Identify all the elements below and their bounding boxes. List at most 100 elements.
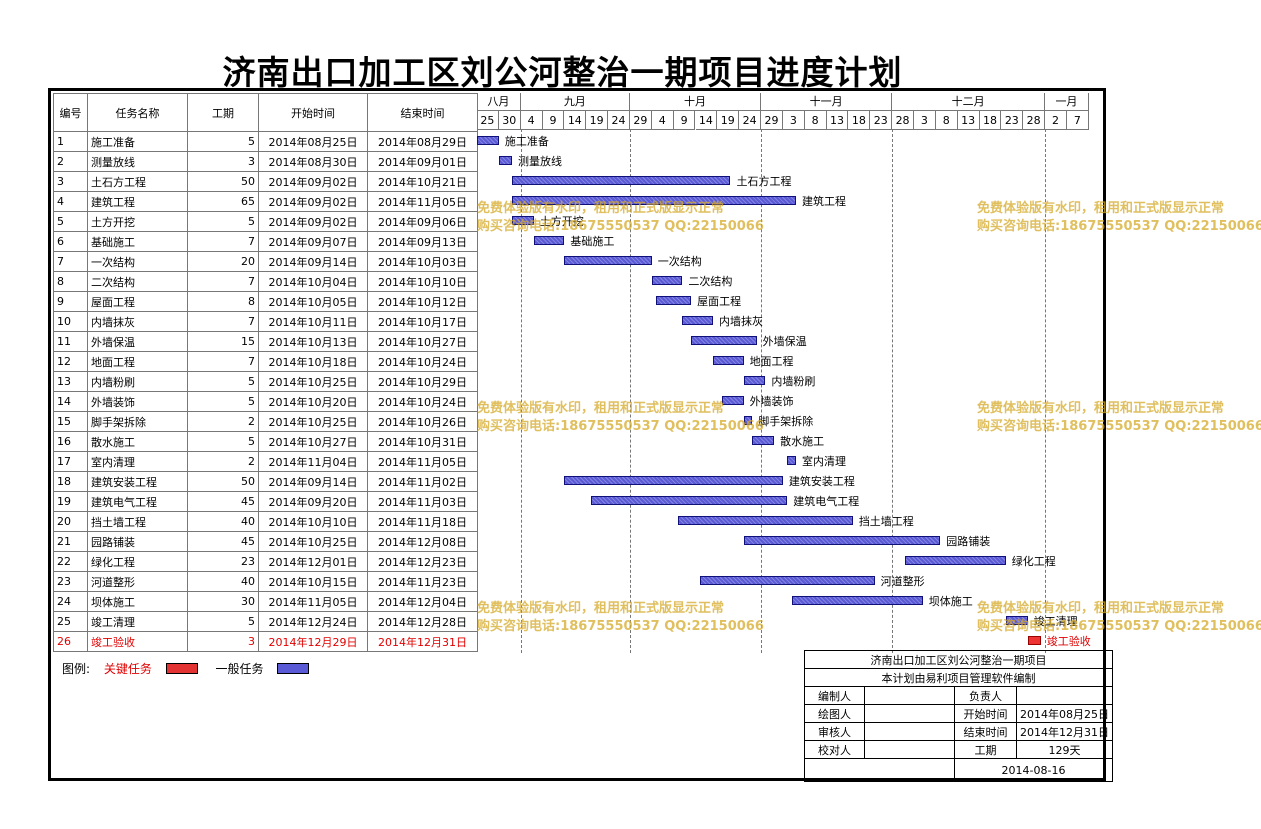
task-end: 2014年11月23日 xyxy=(367,571,478,592)
table-row: 14 外墙装饰 5 2014年10月20日 2014年10月24日 xyxy=(53,391,478,412)
task-id: 13 xyxy=(53,371,88,392)
table-row: 24 坝体施工 30 2014年11月05日 2014年12月04日 xyxy=(53,591,478,612)
info-note: 本计划由易利项目管理软件编制 xyxy=(804,668,1113,687)
table-row: 13 内墙粉刷 5 2014年10月25日 2014年10月29日 xyxy=(53,371,478,392)
legend-critical-label: 关键任务 xyxy=(103,662,152,676)
table-row: 9 屋面工程 8 2014年10月05日 2014年10月12日 xyxy=(53,291,478,312)
task-start: 2014年10月25日 xyxy=(258,371,368,392)
task-id: 11 xyxy=(53,331,88,352)
task-duration: 2 xyxy=(187,451,259,472)
task-id: 14 xyxy=(53,391,88,412)
task-id: 25 xyxy=(53,611,88,632)
task-end: 2014年12月04日 xyxy=(367,591,478,612)
task-name: 土方开挖 xyxy=(87,211,188,232)
legend: 图例: 关键任务 一般任务 xyxy=(62,660,310,677)
info-checker-label: 校对人 xyxy=(804,740,865,759)
task-name: 建筑安装工程 xyxy=(87,471,188,492)
task-id: 6 xyxy=(53,231,88,252)
task-duration: 5 xyxy=(187,391,259,412)
task-end: 2014年10月10日 xyxy=(367,271,478,292)
gantt-bar xyxy=(752,436,775,445)
gantt-bar-label: 坝体施工 xyxy=(928,595,973,608)
axis-month-label: 九月 xyxy=(520,93,630,111)
task-start: 2014年12月29日 xyxy=(258,631,368,652)
task-name: 散水施工 xyxy=(87,431,188,452)
task-duration: 50 xyxy=(187,171,259,192)
col-header-end: 结束时间 xyxy=(367,93,478,132)
task-end: 2014年11月03日 xyxy=(367,491,478,512)
month-separator xyxy=(1045,129,1047,653)
task-end: 2014年12月28日 xyxy=(367,611,478,632)
task-id: 16 xyxy=(53,431,88,452)
gantt-bar-label: 脚手架拆除 xyxy=(758,415,814,428)
gantt-bar xyxy=(699,576,875,585)
gantt-bar xyxy=(712,356,744,365)
table-row: 26 竣工验收 3 2014年12月29日 2014年12月31日 xyxy=(53,631,478,652)
task-name: 绿化工程 xyxy=(87,551,188,572)
info-end-label: 结束时间 xyxy=(954,722,1017,741)
task-start: 2014年08月30日 xyxy=(258,151,368,172)
gantt-bar-label: 建筑安装工程 xyxy=(788,475,855,488)
task-id: 2 xyxy=(53,151,88,172)
task-duration: 40 xyxy=(187,571,259,592)
table-row: 12 地面工程 7 2014年10月18日 2014年10月24日 xyxy=(53,351,478,372)
legend-normal-label: 一般任务 xyxy=(215,662,264,676)
task-name: 屋面工程 xyxy=(87,291,188,312)
axis-tick-label: 24 xyxy=(739,111,762,130)
axis-tick-label: 24 xyxy=(608,111,630,130)
task-duration: 7 xyxy=(187,311,259,332)
month-separator xyxy=(761,129,763,653)
task-name: 内墙粉刷 xyxy=(87,371,188,392)
table-row: 3 土石方工程 50 2014年09月02日 2014年10月21日 xyxy=(53,171,478,192)
task-id: 10 xyxy=(53,311,88,332)
task-end: 2014年09月06日 xyxy=(367,211,478,232)
task-end: 2014年10月29日 xyxy=(367,371,478,392)
gantt-bar xyxy=(743,376,766,385)
task-id: 4 xyxy=(53,191,88,212)
task-end: 2014年09月13日 xyxy=(367,231,478,252)
task-id: 23 xyxy=(53,571,88,592)
gantt-bar xyxy=(682,316,713,325)
task-name: 外墙保温 xyxy=(87,331,188,352)
gantt-bar xyxy=(905,556,1006,565)
gantt-bar xyxy=(511,196,796,205)
gantt-bar xyxy=(511,216,534,225)
task-name: 坝体施工 xyxy=(87,591,188,612)
gantt-bar-label: 基础施工 xyxy=(570,235,615,248)
axis-month-label: 一月 xyxy=(1045,93,1089,111)
axis-tick-label: 29 xyxy=(761,111,783,130)
task-name: 施工准备 xyxy=(87,131,188,152)
task-start: 2014年09月14日 xyxy=(258,471,368,492)
gantt-bar xyxy=(590,496,788,505)
task-end: 2014年10月17日 xyxy=(367,311,478,332)
axis-month-label: 八月 xyxy=(477,93,521,111)
table-row: 19 建筑电气工程 45 2014年09月20日 2014年11月03日 xyxy=(53,491,478,512)
axis-month-label: 十一月 xyxy=(761,93,893,111)
legend-normal-swatch xyxy=(277,663,310,674)
task-name: 地面工程 xyxy=(87,351,188,372)
gantt-bar xyxy=(1005,616,1028,625)
task-end: 2014年08月29日 xyxy=(367,131,478,152)
gantt-bar-label: 土方开挖 xyxy=(539,215,584,228)
task-duration: 50 xyxy=(187,471,259,492)
task-name: 河道整形 xyxy=(87,571,188,592)
table-row: 16 散水施工 5 2014年10月27日 2014年10月31日 xyxy=(53,431,478,452)
task-start: 2014年10月05日 xyxy=(258,291,368,312)
task-start: 2014年10月15日 xyxy=(258,571,368,592)
task-id: 26 xyxy=(53,631,88,652)
task-start: 2014年10月25日 xyxy=(258,411,368,432)
task-duration: 8 xyxy=(187,291,259,312)
task-end: 2014年10月12日 xyxy=(367,291,478,312)
info-leader-label: 负责人 xyxy=(954,686,1017,705)
gantt-bar xyxy=(498,156,512,165)
task-name: 脚手架拆除 xyxy=(87,411,188,432)
table-row: 7 一次结构 20 2014年09月14日 2014年10月03日 xyxy=(53,251,478,272)
task-start: 2014年09月14日 xyxy=(258,251,368,272)
task-start: 2014年09月02日 xyxy=(258,171,368,192)
axis-tick-label: 13 xyxy=(957,111,980,130)
axis-tick-label: 23 xyxy=(1001,111,1024,130)
task-start: 2014年10月20日 xyxy=(258,391,368,412)
month-separator xyxy=(892,129,894,653)
axis-tick-label: 25 xyxy=(477,111,499,130)
task-rows: 1 施工准备 5 2014年08月25日 2014年08月29日 2 测量放线 3 2014年0… xyxy=(53,131,478,652)
